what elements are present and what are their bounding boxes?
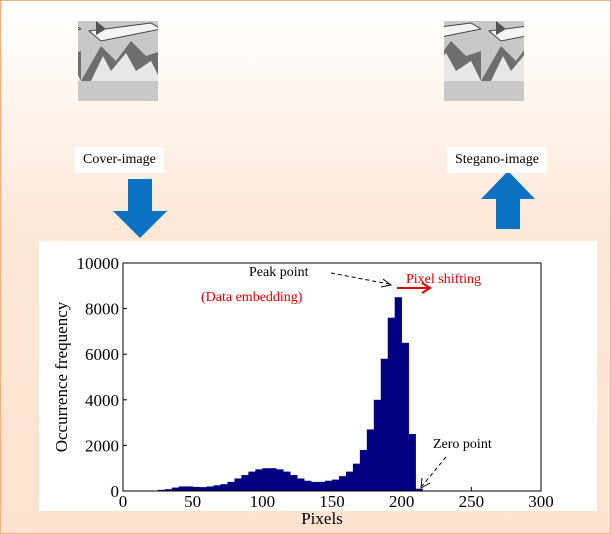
bar xyxy=(373,399,382,491)
down-arrow xyxy=(113,179,167,238)
x-tick-label: 100 xyxy=(250,492,276,511)
chart-panel xyxy=(39,241,597,511)
chart: 0 50 100 150 200 250 300 0 2000 4000 6000 8000 10000… xyxy=(52,254,554,528)
bar xyxy=(318,481,326,491)
bar xyxy=(359,449,368,491)
bar xyxy=(380,358,389,491)
x-tick-label: 200 xyxy=(389,492,415,511)
bar xyxy=(338,476,347,491)
bar xyxy=(227,481,235,491)
bar xyxy=(255,469,263,491)
bar xyxy=(352,463,361,491)
shift-arrow-head xyxy=(421,282,432,294)
bar xyxy=(185,486,193,491)
bar xyxy=(290,475,298,491)
x-tick-label: 300 xyxy=(528,492,554,511)
embed-label: (Data embedding) xyxy=(201,290,303,305)
shift-label: Pixel shifting xyxy=(406,272,481,287)
bar xyxy=(157,489,166,491)
peak-arrow xyxy=(330,272,390,285)
bar xyxy=(164,489,173,491)
bar xyxy=(213,485,221,491)
bar xyxy=(394,297,402,491)
y-axis-label: Occurrence frequency xyxy=(52,301,71,452)
stegano-image xyxy=(444,21,524,101)
bar xyxy=(269,468,277,491)
bar xyxy=(311,481,319,491)
bar xyxy=(192,486,200,491)
bar xyxy=(220,484,228,491)
x-tick-label: 50 xyxy=(184,492,201,511)
y-tick-label: 0 xyxy=(111,482,120,501)
cover-image xyxy=(78,21,158,101)
zero-arrow xyxy=(421,456,447,487)
bar xyxy=(199,487,207,491)
stegano-label: Stegano-image xyxy=(447,147,547,173)
y-tick-label: 8000 xyxy=(85,300,119,319)
bar xyxy=(408,434,416,491)
bar xyxy=(262,468,270,491)
up-arrow xyxy=(481,171,535,229)
bar xyxy=(366,429,375,491)
bar xyxy=(248,471,256,491)
x-tick-label: 250 xyxy=(459,492,485,511)
bar xyxy=(206,486,214,491)
zero-arrow-head xyxy=(420,477,431,489)
peak-arrow-head xyxy=(380,278,393,288)
bar xyxy=(276,469,284,491)
y-tick-label: 2000 xyxy=(85,436,119,455)
zero-label: Zero point xyxy=(433,437,492,452)
peak-label: Peak point xyxy=(249,265,309,280)
bar xyxy=(332,479,340,491)
bar xyxy=(178,486,186,491)
bar xyxy=(325,480,333,491)
y-tick-label: 6000 xyxy=(85,345,119,364)
x-tick-label: 150 xyxy=(319,492,345,511)
x-tick-label: 0 xyxy=(119,492,128,511)
cover-label: Cover-image xyxy=(75,147,164,173)
y-tick-label: 10000 xyxy=(77,254,120,273)
bar xyxy=(241,475,249,491)
bar xyxy=(304,480,312,491)
bar xyxy=(401,342,409,491)
bar xyxy=(415,488,423,491)
bar xyxy=(297,478,305,491)
bar xyxy=(387,317,395,491)
x-axis-label: Pixels xyxy=(301,509,343,528)
bar xyxy=(283,471,291,491)
y-tick-label: 4000 xyxy=(85,391,119,410)
bar xyxy=(171,487,180,491)
bar xyxy=(234,478,242,491)
bar xyxy=(345,471,354,491)
